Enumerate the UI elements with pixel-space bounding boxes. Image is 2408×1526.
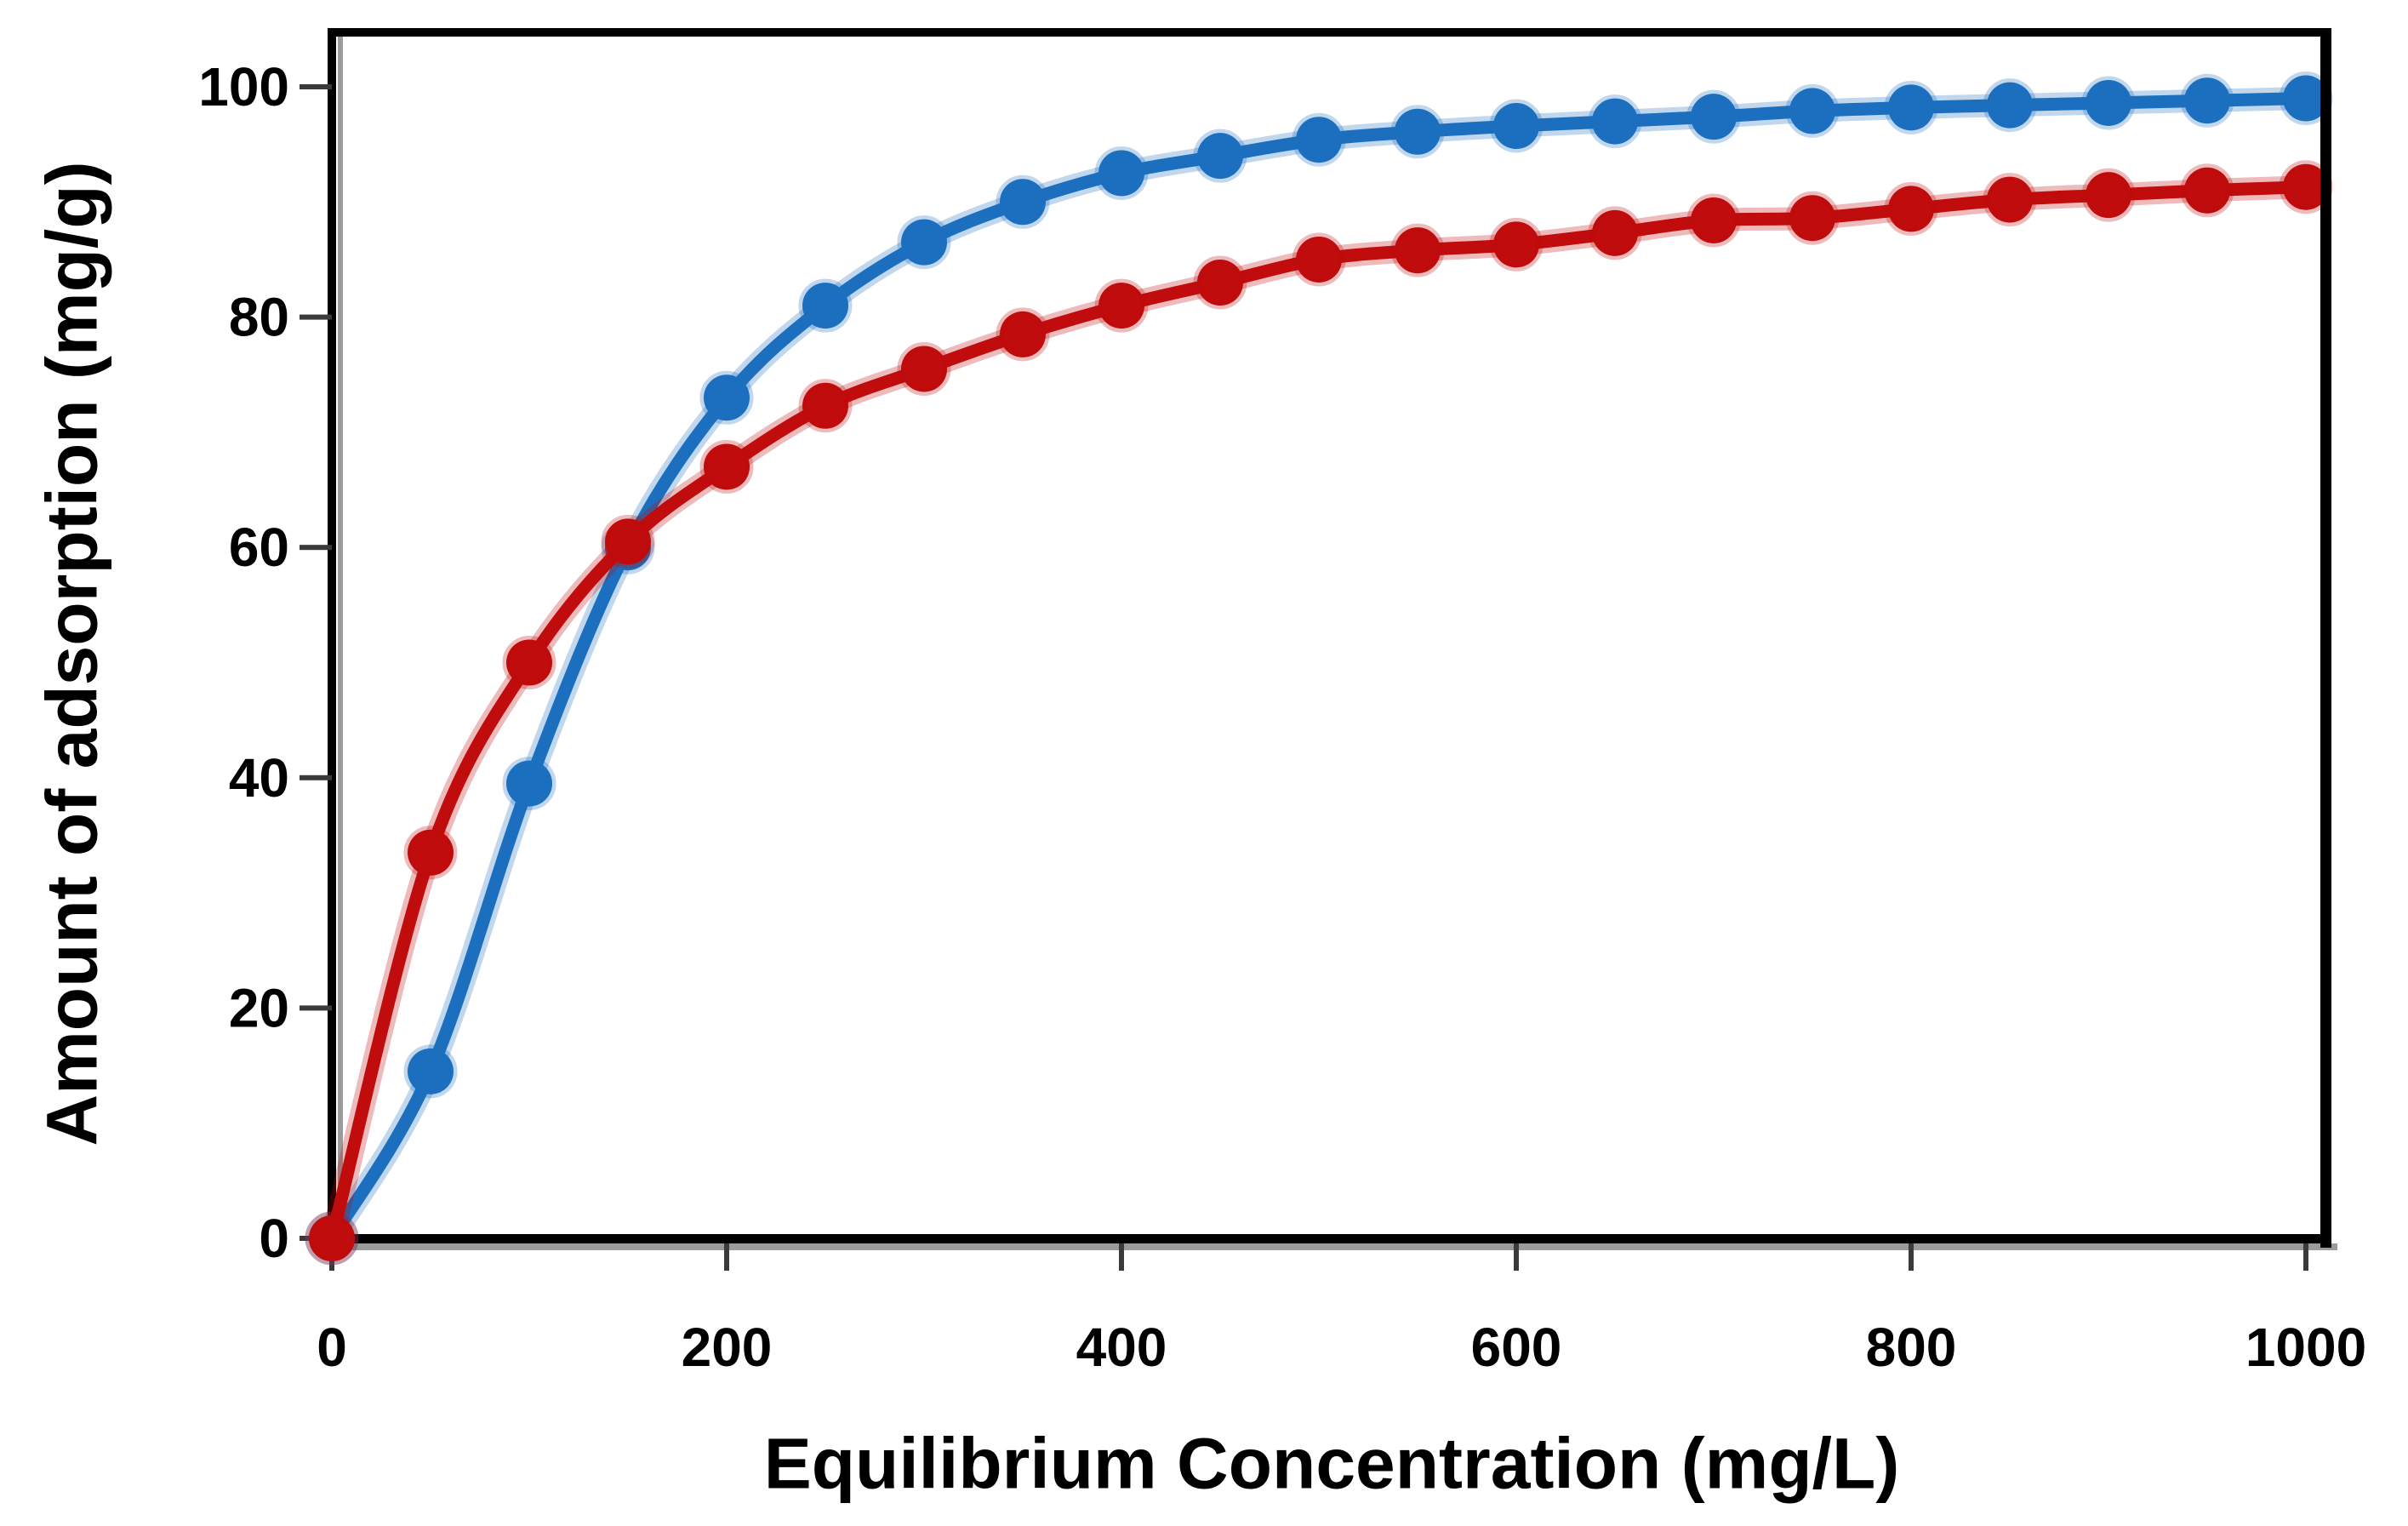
plot-border-right bbox=[2320, 28, 2331, 1248]
x-tick-label: 0 bbox=[317, 1317, 347, 1378]
red-series-marker bbox=[1390, 223, 1445, 277]
y-axis-title: Amount of adsorption (mg/g) bbox=[31, 161, 112, 1146]
y-tick-label: 60 bbox=[229, 517, 289, 578]
y-tick bbox=[300, 314, 332, 320]
blue-series-marker bbox=[1588, 94, 1642, 149]
red-series-marker bbox=[2081, 168, 2136, 222]
blue-series-marker bbox=[699, 370, 754, 425]
y-tick-label: 0 bbox=[259, 1208, 289, 1269]
red-series-marker bbox=[699, 439, 754, 494]
red-series-marker bbox=[1094, 278, 1149, 333]
x-tick-label: 600 bbox=[1471, 1317, 1562, 1378]
y-axis-line bbox=[328, 28, 336, 1243]
red-series-marker bbox=[798, 379, 853, 433]
red-series-marker bbox=[2180, 163, 2234, 218]
blue-series-marker bbox=[996, 174, 1050, 229]
blue-series-marker bbox=[1983, 78, 2037, 133]
blue-series-marker bbox=[1489, 99, 1544, 153]
x-axis-line bbox=[321, 1234, 2331, 1243]
x-tick-label: 800 bbox=[1866, 1317, 1957, 1378]
blue-series-marker bbox=[798, 278, 853, 333]
x-tick bbox=[1909, 1243, 1914, 1271]
x-tick-label: 1000 bbox=[2245, 1317, 2366, 1378]
plot-border-top bbox=[328, 28, 2331, 37]
red-series-marker bbox=[996, 307, 1050, 362]
red-series-marker bbox=[1785, 191, 1840, 245]
x-tick bbox=[1119, 1243, 1124, 1271]
blue-series-marker bbox=[1686, 89, 1741, 144]
x-tick bbox=[1514, 1243, 1519, 1271]
red-series-marker bbox=[1588, 206, 1642, 260]
blue-series-marker bbox=[2081, 76, 2136, 130]
blue-series-marker bbox=[1094, 146, 1149, 200]
red-series-line bbox=[325, 180, 2313, 1245]
red-series-marker bbox=[897, 341, 951, 396]
x-axis-title: Equilibrium Concentration (mg/L) bbox=[763, 1423, 1900, 1504]
y-tick bbox=[300, 545, 332, 551]
blue-series-marker bbox=[1193, 129, 1247, 183]
blue-series-marker bbox=[1390, 105, 1445, 159]
y-tick bbox=[300, 774, 332, 780]
x-tick-label: 400 bbox=[1076, 1317, 1167, 1378]
red-series-marker bbox=[1489, 217, 1544, 271]
y-tick-label: 100 bbox=[198, 56, 289, 117]
x-tick bbox=[724, 1243, 729, 1271]
x-tick-label: 200 bbox=[682, 1317, 773, 1378]
y-axis-shadow bbox=[338, 35, 343, 1243]
red-series-marker bbox=[1983, 173, 2037, 227]
red-series-marker bbox=[1686, 193, 1741, 248]
blue-series-marker bbox=[403, 1044, 458, 1099]
red-series-marker bbox=[305, 1211, 359, 1266]
red-series-marker bbox=[403, 826, 458, 880]
y-tick bbox=[300, 84, 332, 89]
blue-series-marker bbox=[1292, 112, 1346, 167]
y-tick-label: 20 bbox=[229, 977, 289, 1038]
blue-series-marker bbox=[1785, 83, 1840, 138]
red-series-marker bbox=[601, 514, 655, 569]
blue-series-marker bbox=[502, 757, 556, 811]
y-tick-label: 80 bbox=[229, 287, 289, 348]
x-axis-shadow bbox=[334, 1243, 2337, 1250]
red-series-marker bbox=[1193, 255, 1247, 310]
red-series-line-halo bbox=[320, 175, 2318, 1250]
blue-series-marker bbox=[897, 215, 951, 270]
x-tick bbox=[2303, 1243, 2308, 1271]
red-series-marker bbox=[1292, 232, 1346, 287]
blue-series-marker bbox=[2180, 73, 2234, 128]
red-series-marker bbox=[1884, 181, 1938, 236]
y-tick bbox=[300, 1005, 332, 1011]
blue-series-marker bbox=[1884, 80, 1938, 134]
red-series-marker bbox=[502, 636, 556, 689]
y-tick-label: 40 bbox=[229, 747, 289, 809]
